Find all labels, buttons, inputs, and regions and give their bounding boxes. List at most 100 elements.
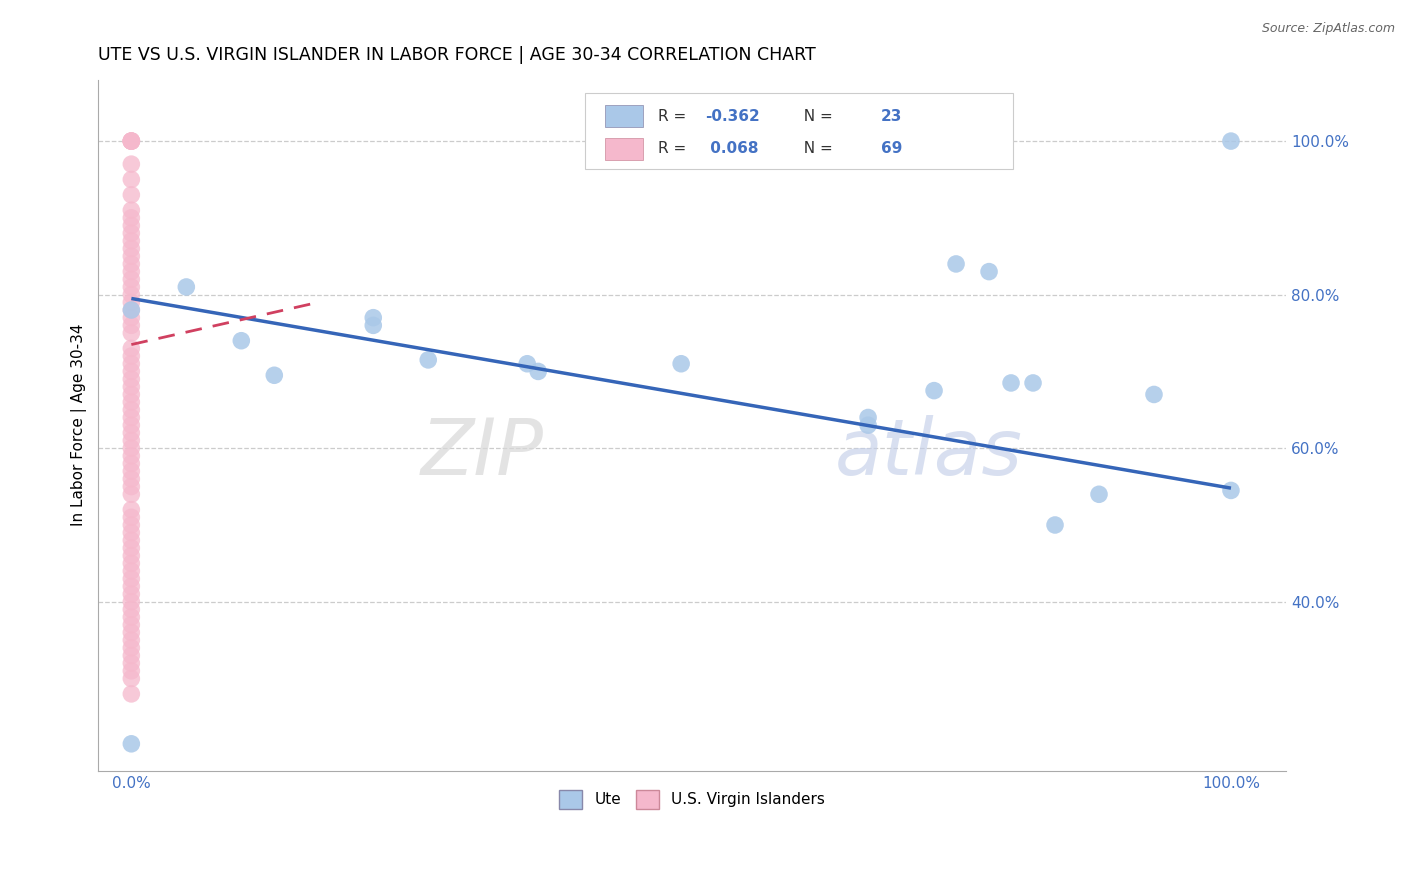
Point	[120, 487, 142, 501]
Point	[120, 234, 142, 248]
Point	[418, 352, 440, 367]
FancyBboxPatch shape	[606, 105, 644, 128]
Text: 23: 23	[882, 109, 903, 124]
Point	[120, 625, 142, 640]
Point	[120, 249, 142, 263]
Point	[120, 134, 142, 148]
Text: ZIP: ZIP	[420, 415, 544, 491]
Point	[120, 418, 142, 433]
Point	[120, 633, 142, 648]
Point	[120, 640, 142, 655]
Point	[231, 334, 253, 348]
Point	[120, 457, 142, 471]
Point	[120, 425, 142, 440]
Text: 69: 69	[882, 141, 903, 156]
Point	[120, 579, 142, 593]
Point	[120, 602, 142, 616]
Point	[120, 342, 142, 356]
Point	[1043, 518, 1066, 533]
Point	[120, 410, 142, 425]
Point	[120, 134, 142, 148]
Point	[120, 395, 142, 409]
Point	[120, 380, 142, 394]
FancyBboxPatch shape	[585, 94, 1012, 169]
Point	[1220, 134, 1243, 148]
Point	[120, 226, 142, 240]
Point	[120, 211, 142, 225]
Text: UTE VS U.S. VIRGIN ISLANDER IN LABOR FORCE | AGE 30-34 CORRELATION CHART: UTE VS U.S. VIRGIN ISLANDER IN LABOR FOR…	[98, 46, 815, 64]
Text: -0.362: -0.362	[706, 109, 761, 124]
Point	[120, 687, 142, 701]
Point	[120, 434, 142, 448]
Point	[120, 737, 142, 751]
Point	[120, 134, 142, 148]
Point	[120, 372, 142, 386]
Point	[856, 418, 879, 433]
Point	[120, 349, 142, 363]
Point	[120, 219, 142, 233]
Point	[120, 672, 142, 686]
Point	[120, 387, 142, 401]
Point	[120, 134, 142, 148]
Point	[120, 525, 142, 540]
Point	[120, 518, 142, 533]
Point	[977, 265, 1000, 279]
Text: R =: R =	[658, 109, 690, 124]
Point	[120, 310, 142, 325]
Point	[120, 595, 142, 609]
Point	[120, 656, 142, 670]
Point	[922, 384, 945, 398]
Point	[516, 357, 538, 371]
Point	[856, 410, 879, 425]
Text: atlas: atlas	[835, 415, 1022, 491]
Point	[120, 295, 142, 310]
Point	[120, 326, 142, 340]
Point	[120, 318, 142, 333]
Point	[120, 549, 142, 563]
Point	[120, 449, 142, 463]
Point	[120, 402, 142, 417]
Point	[120, 272, 142, 286]
Point	[120, 502, 142, 516]
Legend: Ute, U.S. Virgin Islanders: Ute, U.S. Virgin Islanders	[553, 784, 831, 815]
Point	[120, 441, 142, 455]
Y-axis label: In Labor Force | Age 30-34: In Labor Force | Age 30-34	[72, 324, 87, 526]
Point	[361, 310, 384, 325]
Point	[120, 480, 142, 494]
Point	[176, 280, 198, 294]
Point	[120, 303, 142, 318]
Point	[1088, 487, 1111, 501]
Point	[120, 172, 142, 186]
Text: N =: N =	[794, 109, 838, 124]
FancyBboxPatch shape	[606, 137, 644, 160]
Point	[361, 318, 384, 333]
Point	[120, 357, 142, 371]
Point	[669, 357, 692, 371]
Point	[120, 203, 142, 218]
Point	[120, 541, 142, 555]
Point	[120, 587, 142, 601]
Point	[120, 242, 142, 256]
Point	[1143, 387, 1166, 401]
Point	[120, 364, 142, 378]
Point	[120, 664, 142, 678]
Text: R =: R =	[658, 141, 690, 156]
Point	[120, 617, 142, 632]
Point	[120, 303, 142, 318]
Text: N =: N =	[794, 141, 838, 156]
Point	[120, 280, 142, 294]
Point	[527, 364, 550, 378]
Point	[120, 134, 142, 148]
Text: Source: ZipAtlas.com: Source: ZipAtlas.com	[1261, 22, 1395, 36]
Point	[1000, 376, 1022, 390]
Point	[120, 557, 142, 571]
Point	[120, 572, 142, 586]
Point	[120, 157, 142, 171]
Point	[945, 257, 967, 271]
Point	[120, 257, 142, 271]
Point	[120, 648, 142, 663]
Point	[120, 610, 142, 624]
Point	[120, 187, 142, 202]
Point	[120, 472, 142, 486]
Text: 0.068: 0.068	[706, 141, 759, 156]
